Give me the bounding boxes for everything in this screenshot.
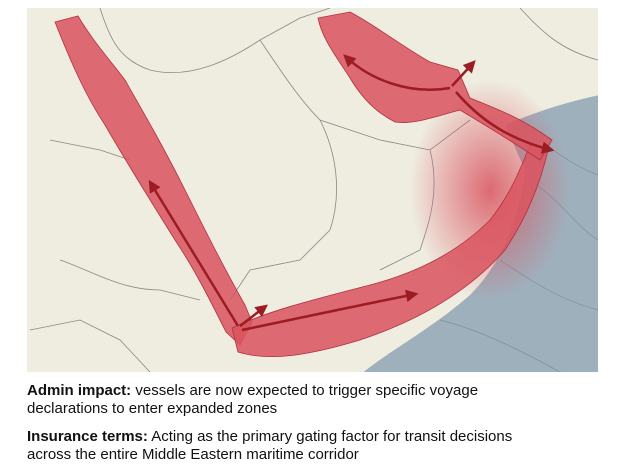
persian-gulf xyxy=(317,11,553,161)
arrow xyxy=(343,54,451,91)
arrow xyxy=(241,289,419,332)
arrow xyxy=(148,179,240,327)
map-body xyxy=(27,8,598,372)
arrow xyxy=(451,60,476,87)
map xyxy=(27,8,598,372)
arrow xyxy=(455,91,555,154)
arrow xyxy=(239,304,268,327)
caption-label: Insurance terms: xyxy=(27,428,148,445)
route-arrows xyxy=(148,54,555,332)
caption: Admin impact: vessels are now expected t… xyxy=(27,382,557,418)
caption-label: Admin impact: xyxy=(27,382,132,399)
caption-text: Acting as the primary gating factor for … xyxy=(27,428,513,463)
caption: Insurance terms: Acting as the primary g… xyxy=(27,428,557,464)
caption-text: vessels are now expected to trigger spec… xyxy=(27,382,479,417)
